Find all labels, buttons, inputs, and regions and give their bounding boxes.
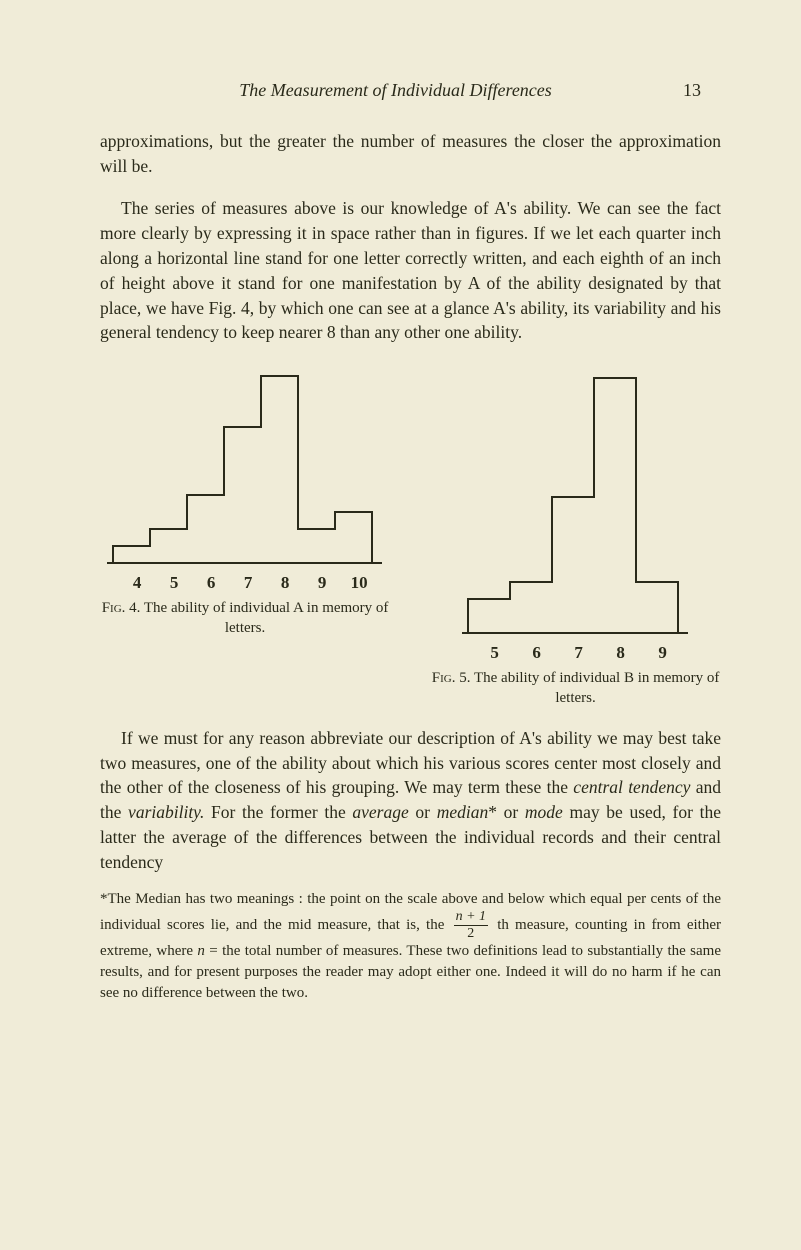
figure-5: 56789 Fig. 5. The ability of individual … bbox=[430, 370, 721, 708]
x-axis-label: 4 bbox=[119, 573, 156, 593]
p3-text-e: For the former the bbox=[204, 802, 352, 822]
page: The Measurement of Individual Difference… bbox=[0, 0, 801, 1250]
fig5-caption: Fig. 5. The ability of individual B in m… bbox=[430, 669, 721, 708]
x-axis-label: 9 bbox=[642, 643, 684, 663]
p3-term-average: average bbox=[352, 802, 408, 822]
paragraph-1: approximations, but the greater the numb… bbox=[100, 129, 721, 179]
p3-text-g: or bbox=[409, 802, 437, 822]
p3-text-i: * or bbox=[488, 802, 525, 822]
fig4-caption: Fig. 4. The ability of individual A in m… bbox=[100, 599, 390, 638]
p3-term-mode: mode bbox=[525, 802, 563, 822]
page-number: 13 bbox=[671, 80, 701, 101]
running-header: The Measurement of Individual Difference… bbox=[100, 80, 721, 101]
fig4-caption-text: The ability of individual A in memory of… bbox=[144, 600, 389, 636]
x-axis-label: 6 bbox=[516, 643, 558, 663]
figures-row: 45678910 Fig. 4. The ability of individu… bbox=[100, 370, 721, 708]
x-axis-label: 8 bbox=[600, 643, 642, 663]
fig5-histogram bbox=[462, 370, 690, 640]
x-axis-label: 5 bbox=[474, 643, 516, 663]
x-axis-label: 10 bbox=[341, 573, 378, 593]
fig5-caption-text: The ability of individual B in memory of… bbox=[474, 670, 719, 706]
fig4-x-axis-labels: 45678910 bbox=[113, 573, 378, 593]
x-axis-label: 5 bbox=[156, 573, 193, 593]
x-axis-label: 7 bbox=[558, 643, 600, 663]
fig4-histogram bbox=[107, 370, 384, 570]
paragraph-2: The series of measures above is our know… bbox=[100, 196, 721, 345]
header-title: The Measurement of Individual Difference… bbox=[120, 80, 671, 101]
x-axis-label: 7 bbox=[230, 573, 267, 593]
fraction-denominator: 2 bbox=[454, 926, 488, 941]
x-axis-label: 6 bbox=[193, 573, 230, 593]
fig5-x-axis-labels: 56789 bbox=[468, 643, 684, 663]
p3-term-median: median bbox=[437, 802, 489, 822]
fig5-caption-prefix: Fig. 5. bbox=[432, 670, 471, 686]
fig4-caption-prefix: Fig. 4. bbox=[102, 600, 141, 616]
x-axis-label: 8 bbox=[267, 573, 304, 593]
p3-term-variability: variability. bbox=[128, 802, 204, 822]
footnote: *The Median has two meanings : the point… bbox=[100, 889, 721, 1004]
figure-4: 45678910 Fig. 4. The ability of individu… bbox=[100, 370, 390, 708]
fraction-numerator: n + 1 bbox=[454, 910, 488, 926]
paragraph-3: If we must for any reason abbreviate our… bbox=[100, 726, 721, 875]
x-axis-label: 9 bbox=[304, 573, 341, 593]
p3-term-central-tendency: central tendency bbox=[573, 777, 690, 797]
footnote-fraction: n + 12 bbox=[454, 910, 488, 941]
footnote-n-var: n bbox=[197, 943, 205, 959]
